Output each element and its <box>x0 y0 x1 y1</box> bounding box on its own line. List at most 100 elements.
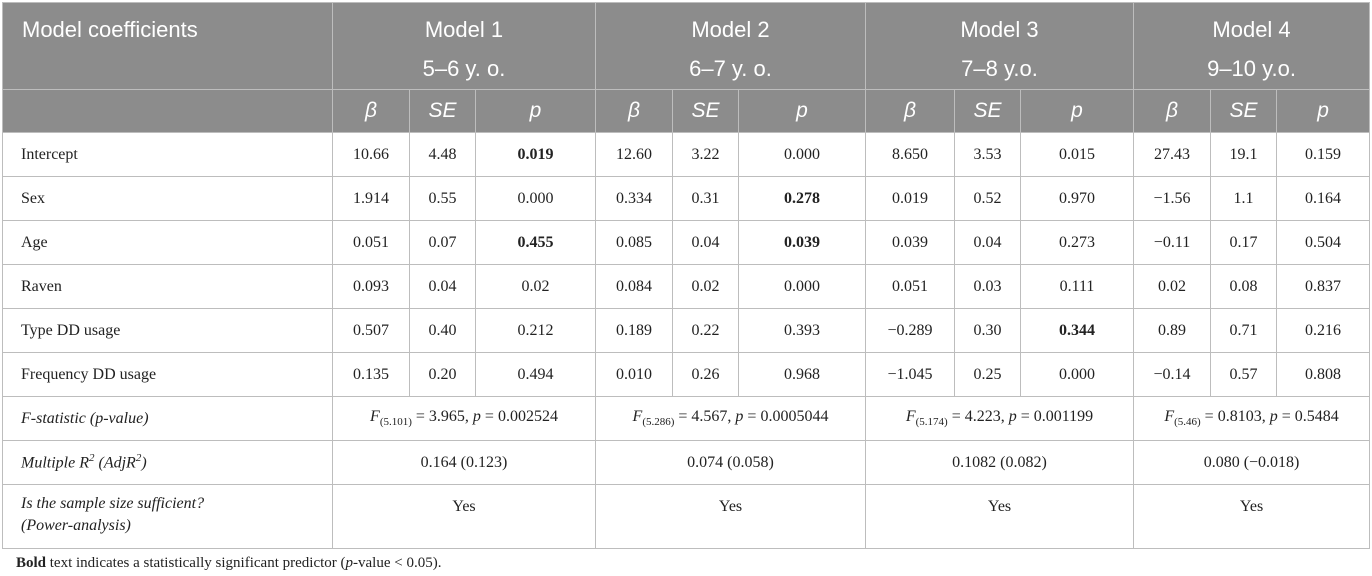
row-label: Sex <box>2 176 333 221</box>
table-row: Age 0.051 0.07 0.455 0.085 0.04 0.039 0.039 0.04… <box>2 220 1371 265</box>
r2-label: Multiple R2 (AdjR2) <box>2 440 333 485</box>
table-cell: 3.22 <box>672 132 739 177</box>
header-se: SE <box>409 89 476 133</box>
table-cell: 0.039 <box>865 220 955 265</box>
table-cell: 0.55 <box>409 176 476 221</box>
table-cell: 0.494 <box>475 352 596 397</box>
table-cell: 19.1 <box>1210 132 1278 177</box>
table-cell: 0.40 <box>409 308 476 353</box>
table-cell: 0.015 <box>1019 132 1135 177</box>
header-se: SE <box>672 89 739 133</box>
table-row: Sex 1.914 0.55 0.000 0.334 0.31 0.278 0.019 0.52… <box>2 176 1371 221</box>
sample-model-2: Yes <box>595 484 866 549</box>
model-coefficients-table: Model coefficients Model 1 5–6 y. o. Mode… <box>2 2 1371 549</box>
header-beta: β <box>332 89 410 133</box>
table-cell: 0.000 <box>475 176 596 221</box>
table-cell: 0.89 <box>1133 308 1212 353</box>
table-cell: 0.344 <box>1019 308 1135 353</box>
table-cell: 0.507 <box>332 308 410 353</box>
table-cell: 0.085 <box>595 220 673 265</box>
header-beta: β <box>1133 89 1212 133</box>
table-cell: 0.07 <box>409 220 476 265</box>
sample-model-4: Yes <box>1133 484 1371 549</box>
table-cell: 0.093 <box>332 264 410 309</box>
header-se: SE <box>954 89 1021 133</box>
table-cell: 0.212 <box>475 308 596 353</box>
table-cell: 0.04 <box>672 220 739 265</box>
fstat-label: F-statistic (p-value) <box>2 396 333 441</box>
table-cell: 0.02 <box>672 264 739 309</box>
table-cell: 0.010 <box>595 352 673 397</box>
table-cell: 0.019 <box>865 176 955 221</box>
table-cell: 0.504 <box>1276 220 1371 265</box>
header-p: p <box>1019 89 1135 133</box>
table-cell: 0.051 <box>332 220 410 265</box>
header-p: p <box>1276 89 1371 133</box>
r2-model-4: 0.080 (−0.018) <box>1133 440 1371 485</box>
table-cell: 0.04 <box>409 264 476 309</box>
row-label: Intercept <box>2 132 333 177</box>
table-cell: 27.43 <box>1133 132 1212 177</box>
table-cell: 8.650 <box>865 132 955 177</box>
sample-model-1: Yes <box>332 484 596 549</box>
table-cell: 12.60 <box>595 132 673 177</box>
table-cell: 0.273 <box>1019 220 1135 265</box>
table-cell: 3.53 <box>954 132 1021 177</box>
table-footnote: Bold text indicates a statistically sign… <box>16 555 442 571</box>
fstat-model-1: F(5.101) = 3.965, p = 0.002524 <box>332 396 596 441</box>
row-label: Type DD usage <box>2 308 333 353</box>
table-cell: 0.189 <box>595 308 673 353</box>
table-cell: 4.48 <box>409 132 476 177</box>
table-cell: 1.1 <box>1210 176 1278 221</box>
header-model-1: Model 1 5–6 y. o. <box>332 2 596 90</box>
table-cell: 0.159 <box>1276 132 1371 177</box>
r2-model-1: 0.164 (0.123) <box>332 440 596 485</box>
table-cell: 0.03 <box>954 264 1021 309</box>
table-cell: 0.20 <box>409 352 476 397</box>
table-cell: 0.30 <box>954 308 1021 353</box>
table-cell: 0.164 <box>1276 176 1371 221</box>
header-p: p <box>475 89 596 133</box>
table-cell: 0.04 <box>954 220 1021 265</box>
header-model-3: Model 3 7–8 y.o. <box>864 2 1135 90</box>
header-model-coefficients: Model coefficients <box>2 2 333 90</box>
table-cell: 0.808 <box>1276 352 1371 397</box>
table-cell: 0.57 <box>1210 352 1278 397</box>
table-cell: 0.135 <box>332 352 410 397</box>
table-row: Frequency DD usage 0.135 0.20 0.494 0.010 0.2… <box>2 352 1371 397</box>
header-model-2: Model 2 6–7 y. o. <box>595 2 866 90</box>
table-cell: 0.02 <box>1133 264 1212 309</box>
table-row: Intercept 10.66 4.48 0.019 12.60 3.22 0.000 8.6… <box>2 132 1371 177</box>
table-cell: 0.278 <box>738 176 866 221</box>
row-label: Raven <box>2 264 333 309</box>
table-cell: 0.31 <box>672 176 739 221</box>
header-beta: β <box>865 89 955 133</box>
table-cell: 0.455 <box>475 220 596 265</box>
table-cell: 0.000 <box>1019 352 1135 397</box>
header-empty <box>2 89 333 133</box>
header-model-4: Model 4 9–10 y.o. <box>1133 2 1371 90</box>
sample-size-label: Is the sample size sufficient? (Power-ana… <box>2 484 333 549</box>
table-cell: 0.25 <box>954 352 1021 397</box>
table-row: Type DD usage 0.507 0.40 0.212 0.189 0.22 0.39… <box>2 308 1371 353</box>
table-cell: 0.051 <box>865 264 955 309</box>
header-beta: β <box>595 89 673 133</box>
fstat-model-3: F(5.174) = 4.223, p = 0.001199 <box>864 396 1135 441</box>
table-cell: 0.26 <box>672 352 739 397</box>
table-cell: 0.019 <box>475 132 596 177</box>
table-cell: −0.11 <box>1133 220 1212 265</box>
table-cell: 0.000 <box>738 132 866 177</box>
table-cell: 10.66 <box>332 132 410 177</box>
r2-model-2: 0.074 (0.058) <box>595 440 866 485</box>
sample-model-3: Yes <box>864 484 1135 549</box>
table-cell: 0.22 <box>672 308 739 353</box>
table-cell: 0.393 <box>738 308 866 353</box>
table-cell: −0.289 <box>865 308 955 353</box>
table-cell: 0.71 <box>1210 308 1278 353</box>
header-p: p <box>738 89 866 133</box>
table-cell: −0.14 <box>1133 352 1212 397</box>
table-cell: 0.334 <box>595 176 673 221</box>
table-cell: 0.970 <box>1019 176 1135 221</box>
r2-model-3: 0.1082 (0.082) <box>864 440 1135 485</box>
table-cell: 0.968 <box>738 352 866 397</box>
